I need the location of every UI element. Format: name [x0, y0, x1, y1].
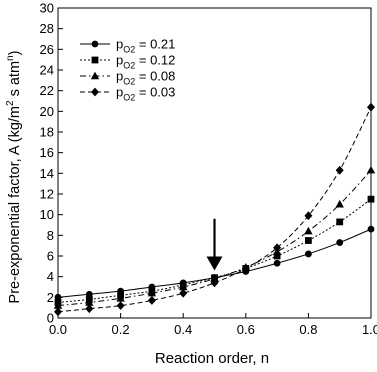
- legend-item: pO2 = 0.12: [80, 53, 175, 71]
- data-point: [367, 102, 375, 112]
- data-point: [210, 274, 219, 282]
- series-layer: [53, 102, 376, 317]
- x-tick-label: 0.0: [49, 322, 67, 337]
- data-point: [210, 278, 219, 288]
- legend-label: pO2 = 0.03: [116, 85, 175, 103]
- data-point: [54, 293, 62, 301]
- y-tick-label: 20: [40, 104, 54, 119]
- arrow-head: [206, 256, 223, 271]
- y-tick-label: 18: [40, 125, 54, 140]
- data-point: [367, 225, 375, 233]
- data-point: [273, 259, 281, 267]
- data-point: [116, 301, 125, 310]
- annotation-arrow: [206, 218, 223, 271]
- y-tick-label: 4: [47, 269, 54, 284]
- x-tick-label: 1.0: [362, 322, 377, 337]
- x-tick-label: 0.4: [174, 322, 192, 337]
- data-point: [85, 290, 93, 298]
- y-tick-label: 6: [47, 249, 54, 264]
- legend-item: pO2 = 0.03: [80, 85, 175, 103]
- y-tick-label: 8: [47, 228, 54, 243]
- y-tick-label: 14: [40, 166, 54, 181]
- y-tick-label: 0: [47, 311, 54, 326]
- y-tick-label: 26: [40, 42, 54, 57]
- data-point: [336, 239, 344, 246]
- y-tick-label: 12: [40, 187, 54, 202]
- data-point: [366, 165, 376, 174]
- data-point: [147, 296, 156, 305]
- y-tick-label: 10: [40, 207, 54, 222]
- legend-marker: [91, 56, 99, 64]
- x-tick-label: 0.6: [237, 322, 255, 337]
- y-axis-label-end: ): [7, 51, 23, 56]
- y-axis-label-sup2: n: [5, 55, 16, 61]
- data-point: [116, 293, 125, 302]
- data-point: [335, 165, 344, 175]
- data-point: [335, 199, 344, 208]
- data-point: [305, 237, 312, 244]
- series-line: [57, 106, 372, 313]
- y-axis-label-main: Pre-exponential factor, A (kg/m: [7, 106, 23, 303]
- y-tick-label: 16: [40, 145, 54, 160]
- data-point: [179, 288, 188, 298]
- series-4: [54, 102, 375, 317]
- data-point: [273, 243, 282, 253]
- data-point: [241, 264, 250, 273]
- data-point: [179, 282, 188, 291]
- y-axis-label: Pre-exponential factor, A (kg/m2 s atmn): [5, 51, 23, 304]
- data-point: [304, 211, 313, 221]
- x-axis-label: Reaction order, n: [155, 350, 269, 367]
- data-point: [273, 252, 281, 260]
- data-point: [367, 195, 375, 203]
- y-tick-label: 2: [47, 290, 54, 305]
- y-tick-label: 30: [40, 1, 54, 16]
- legend-marker: [91, 87, 99, 97]
- legend-label: pO2 = 0.08: [116, 69, 175, 87]
- x-tick-label: 0.2: [112, 322, 130, 337]
- plot-border: [57, 7, 372, 319]
- y-axis-label-sup1: 2: [5, 100, 16, 106]
- data-point: [147, 288, 157, 297]
- data-point: [305, 250, 312, 258]
- y-tick-label: 22: [40, 83, 54, 98]
- plot-area: [57, 7, 372, 319]
- data-point: [85, 298, 94, 306]
- data-point: [336, 218, 344, 226]
- legend-item: pO2 = 0.08: [80, 69, 175, 87]
- legend-item: pO2 = 0.21: [80, 37, 175, 55]
- data-point: [54, 307, 62, 317]
- data-point: [53, 301, 63, 309]
- series-line: [57, 198, 372, 303]
- y-tick-label: 28: [40, 21, 54, 36]
- x-tick-label: 0.8: [299, 322, 317, 337]
- x-axis: 0.0 0.2 0.4 0.6 0.8 1.0: [49, 313, 377, 337]
- legend-label: pO2 = 0.21: [116, 37, 175, 55]
- y-axis-label-mid: s atm: [7, 61, 23, 100]
- legend-marker: [90, 71, 100, 80]
- data-point: [85, 304, 94, 314]
- data-point: [304, 226, 313, 235]
- y-tick-label: 24: [40, 63, 54, 78]
- legend-marker: [91, 40, 99, 48]
- legend-label: pO2 = 0.12: [116, 53, 175, 71]
